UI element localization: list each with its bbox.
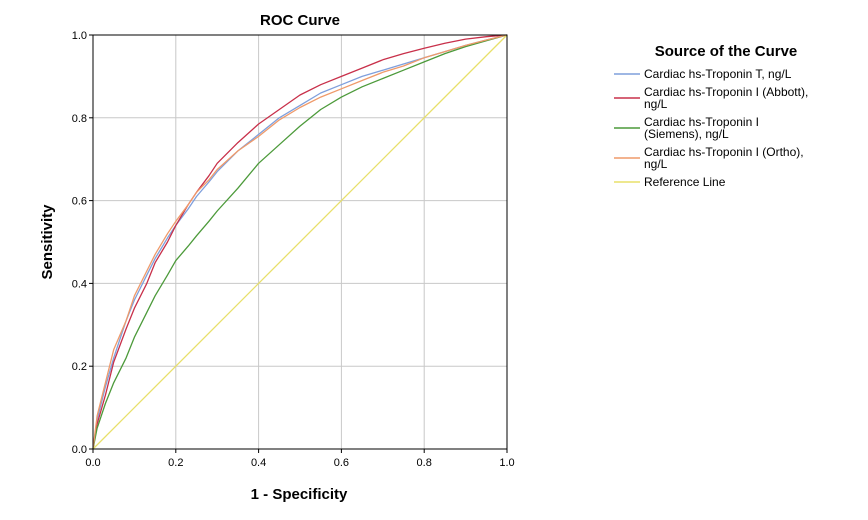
legend-label-1: Cardiac hs-Troponin I (Abbott),: [644, 85, 808, 99]
series-line-2: [92, 34, 508, 450]
series-line-4: [92, 34, 508, 450]
chart-title: ROC Curve: [260, 12, 340, 29]
y-tick-label: 0.4: [72, 278, 87, 290]
legend-label-3: ng/L: [644, 157, 668, 171]
series-line-0: [92, 34, 508, 450]
x-tick-label: 0.6: [334, 457, 349, 469]
y-axis-ticks: 0.0 0.2 0.4 0.6 0.8 1.0: [72, 30, 93, 456]
y-tick-label: 0.6: [72, 196, 87, 208]
x-tick-label: 0.0: [85, 457, 100, 469]
legend-label-2: (Siemens), ng/L: [644, 127, 729, 141]
y-tick-label: 0.2: [72, 361, 87, 373]
x-tick-label: 0.2: [168, 457, 183, 469]
series-line-3: [92, 34, 508, 450]
y-axis-title: Sensitivity: [39, 204, 56, 280]
y-tick-label: 0.8: [72, 113, 87, 125]
legend-label-3: Cardiac hs-Troponin I (Ortho),: [644, 145, 804, 159]
legend-label-2: Cardiac hs-Troponin I: [644, 115, 759, 129]
legend-label-4: Reference Line: [644, 175, 726, 189]
x-tick-label: 0.4: [251, 457, 266, 469]
series-lines: [92, 34, 508, 450]
legend-label-1: ng/L: [644, 97, 668, 111]
legend: Cardiac hs-Troponin T, ng/L Cardiac hs-Tr…: [614, 67, 808, 189]
legend-label-0: Cardiac hs-Troponin T, ng/L: [644, 67, 792, 81]
x-tick-label: 0.8: [417, 457, 432, 469]
plot-frame: [92, 34, 508, 450]
series-line-1: [92, 34, 508, 450]
legend-title: Source of the Curve: [655, 43, 798, 60]
x-tick-label: 1.0: [499, 457, 514, 469]
y-tick-label: 1.0: [72, 30, 87, 42]
y-tick-label: 0.0: [72, 444, 87, 456]
x-axis-ticks: 0.0 0.2 0.4 0.6 0.8 1.0: [85, 449, 515, 469]
x-axis-title: 1 - Specificity: [251, 486, 348, 503]
